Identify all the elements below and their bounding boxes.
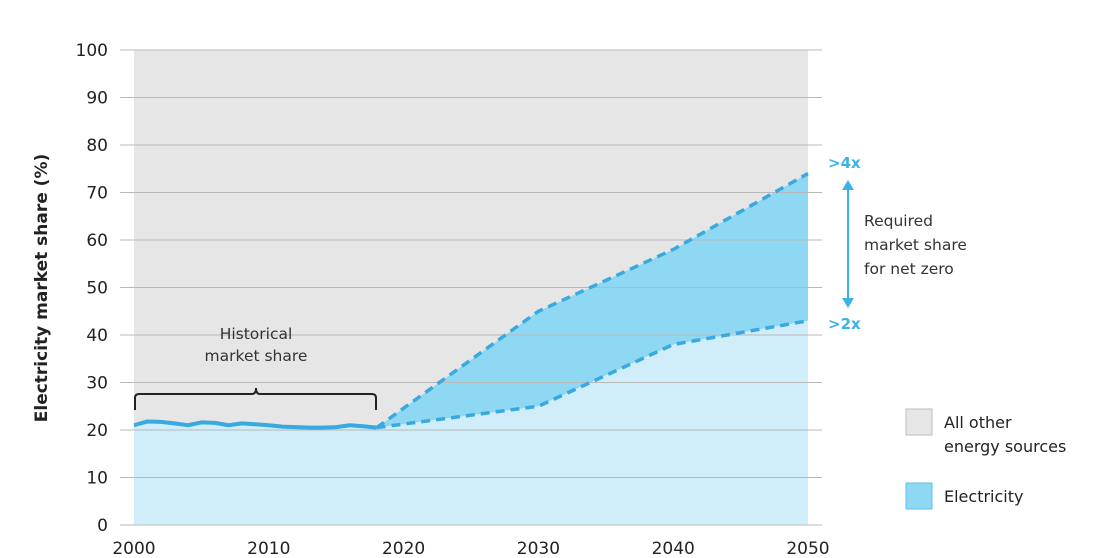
- legend-label-other-line1: All other: [944, 413, 1012, 432]
- y-tick-label-10: 10: [86, 469, 108, 489]
- lower-multiplier-label: >2x: [828, 315, 861, 333]
- legend-swatch-electricity: [905, 482, 933, 510]
- projection-lower-line: [376, 319, 809, 430]
- y-axis-label: Electricity market share (%): [32, 154, 52, 423]
- projection-upper-line: [375, 171, 809, 430]
- x-tick-label-2030: 2030: [517, 539, 560, 558]
- legend-label-other-line2: energy sources: [944, 437, 1066, 456]
- required-label-line3: for net zero: [864, 260, 954, 278]
- legend-label-electricity: Electricity: [944, 487, 1023, 506]
- legend: All other energy sources Electricity: [905, 408, 1066, 510]
- gridlines: [120, 49, 822, 526]
- y-tick-label-60: 60: [86, 231, 108, 251]
- y-tick-label-20: 20: [86, 421, 108, 441]
- historical-line: [133, 419, 377, 430]
- y-tick-label-100: 100: [76, 41, 108, 61]
- x-tick-label-2050: 2050: [786, 539, 829, 558]
- x-tick-label-2010: 2010: [247, 539, 290, 558]
- x-tick-label-2020: 2020: [382, 539, 425, 558]
- y-tick-label-50: 50: [86, 279, 108, 299]
- x-tick-label-2000: 2000: [112, 539, 155, 558]
- required-label-line1: Required: [864, 212, 933, 230]
- projection-band: [376, 173, 808, 428]
- required-range-arrow: [842, 180, 854, 308]
- y-tick-label-0: 0: [97, 516, 108, 536]
- y-tick-label-40: 40: [86, 326, 108, 346]
- y-tick-label-80: 80: [86, 136, 108, 156]
- historical-label-line1: Historical: [220, 325, 293, 343]
- upper-multiplier-label: >4x: [828, 154, 861, 172]
- y-tick-label-90: 90: [86, 89, 108, 109]
- legend-swatch-other: [905, 408, 933, 436]
- required-label-line2: market share: [864, 236, 967, 254]
- x-axis-ticks: 2000 2010 2020 2030 2040 2050: [112, 539, 829, 558]
- electricity-area: [134, 320, 808, 525]
- x-tick-label-2040: 2040: [652, 539, 695, 558]
- y-tick-label-30: 30: [86, 374, 108, 394]
- data-lines: [133, 171, 809, 430]
- y-axis-ticks: 0 10 20 30 40 50 60 70 80 90 100: [76, 41, 108, 536]
- y-tick-label-70: 70: [86, 184, 108, 204]
- historical-label-line2: market share: [205, 347, 308, 365]
- data-areas: [134, 173, 808, 525]
- historical-bracket: [134, 387, 377, 410]
